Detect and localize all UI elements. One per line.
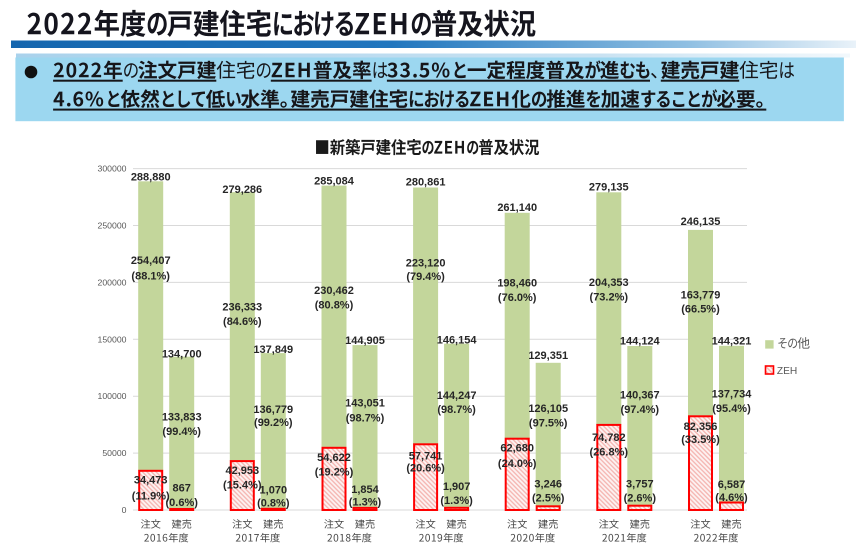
svg-text:(2.6%): (2.6%) bbox=[624, 493, 657, 505]
svg-text:867: 867 bbox=[173, 482, 191, 494]
svg-text:(97.5%): (97.5%) bbox=[529, 417, 568, 429]
svg-text:279,286: 279,286 bbox=[222, 184, 262, 196]
svg-text:150000: 150000 bbox=[98, 334, 127, 344]
svg-text:ZEH: ZEH bbox=[777, 366, 797, 377]
svg-text:(33.5%): (33.5%) bbox=[681, 434, 720, 446]
svg-text:129,351: 129,351 bbox=[528, 350, 568, 362]
svg-text:246,135: 246,135 bbox=[681, 216, 721, 228]
svg-text:1,070: 1,070 bbox=[260, 484, 288, 496]
svg-text:134,700: 134,700 bbox=[162, 349, 202, 361]
svg-text:62,680: 62,680 bbox=[500, 443, 534, 455]
svg-text:(15.4%): (15.4%) bbox=[223, 480, 262, 492]
svg-text:(97.4%): (97.4%) bbox=[621, 404, 660, 416]
svg-text:230,462: 230,462 bbox=[314, 285, 354, 297]
svg-text:163,779: 163,779 bbox=[681, 290, 721, 302]
svg-text:133,833: 133,833 bbox=[162, 412, 202, 424]
svg-text:(2.5%): (2.5%) bbox=[532, 492, 565, 504]
svg-text:126,105: 126,105 bbox=[528, 403, 568, 415]
svg-text:57,741: 57,741 bbox=[409, 450, 443, 462]
svg-text:144,247: 144,247 bbox=[437, 390, 477, 402]
svg-text:(98.7%): (98.7%) bbox=[437, 404, 476, 416]
svg-text:(1.3%): (1.3%) bbox=[440, 495, 473, 507]
svg-text:(98.7%): (98.7%) bbox=[346, 412, 385, 424]
svg-text:143,051: 143,051 bbox=[345, 398, 385, 410]
svg-text:137,734: 137,734 bbox=[712, 388, 753, 400]
svg-text:42,953: 42,953 bbox=[225, 465, 259, 477]
svg-text:(1.3%): (1.3%) bbox=[349, 496, 382, 508]
svg-text:(24.0%): (24.0%) bbox=[498, 458, 537, 470]
svg-text:144,124: 144,124 bbox=[620, 336, 661, 348]
svg-text:(79.4%): (79.4%) bbox=[406, 271, 445, 283]
svg-text:(19.2%): (19.2%) bbox=[315, 467, 354, 479]
svg-text:(0.8%): (0.8%) bbox=[257, 497, 290, 509]
svg-text:280,861: 280,861 bbox=[406, 177, 446, 189]
svg-text:(88.1%): (88.1%) bbox=[131, 271, 170, 283]
svg-text:198,460: 198,460 bbox=[497, 278, 537, 290]
svg-text:(26.8%): (26.8%) bbox=[590, 446, 629, 458]
svg-text:144,321: 144,321 bbox=[712, 335, 752, 347]
svg-text:(20.6%): (20.6%) bbox=[406, 463, 445, 475]
svg-text:254,407: 254,407 bbox=[131, 255, 171, 267]
svg-text:(95.4%): (95.4%) bbox=[712, 403, 751, 415]
svg-text:3,246: 3,246 bbox=[534, 478, 562, 490]
svg-text:204,353: 204,353 bbox=[589, 277, 629, 289]
svg-text:236,333: 236,333 bbox=[222, 301, 262, 313]
svg-text:(99.4%): (99.4%) bbox=[162, 426, 201, 438]
svg-text:74,782: 74,782 bbox=[592, 432, 626, 444]
svg-text:100000: 100000 bbox=[98, 391, 127, 401]
svg-text:261,140: 261,140 bbox=[497, 202, 537, 214]
svg-text:(76.0%): (76.0%) bbox=[498, 292, 537, 304]
svg-text:140,367: 140,367 bbox=[620, 390, 660, 402]
svg-text:223,120: 223,120 bbox=[406, 257, 446, 269]
svg-text:(99.2%): (99.2%) bbox=[254, 417, 293, 429]
svg-text:(4.6%): (4.6%) bbox=[715, 492, 748, 504]
svg-text:3,757: 3,757 bbox=[626, 478, 654, 490]
svg-text:(0.6%): (0.6%) bbox=[165, 497, 198, 509]
svg-text:50000: 50000 bbox=[102, 448, 126, 458]
svg-text:(84.6%): (84.6%) bbox=[223, 316, 262, 328]
svg-text:288,880: 288,880 bbox=[131, 172, 171, 184]
svg-text:34,473: 34,473 bbox=[134, 475, 168, 487]
svg-text:(11.9%): (11.9%) bbox=[132, 490, 170, 502]
svg-text:6,587: 6,587 bbox=[718, 479, 746, 491]
svg-text:54,622: 54,622 bbox=[317, 452, 351, 464]
svg-text:0: 0 bbox=[122, 505, 127, 515]
svg-text:200000: 200000 bbox=[98, 277, 127, 287]
svg-text:(73.2%): (73.2%) bbox=[590, 291, 629, 303]
svg-text:250000: 250000 bbox=[98, 221, 127, 231]
svg-text:1,854: 1,854 bbox=[351, 484, 379, 496]
svg-text:1,907: 1,907 bbox=[443, 481, 471, 493]
svg-text:82,356: 82,356 bbox=[684, 421, 718, 433]
svg-text:285,084: 285,084 bbox=[314, 176, 355, 188]
svg-text:136,779: 136,779 bbox=[253, 404, 293, 416]
svg-text:144,905: 144,905 bbox=[345, 335, 385, 347]
svg-text:279,135: 279,135 bbox=[589, 182, 629, 194]
svg-text:146,154: 146,154 bbox=[437, 335, 478, 347]
svg-text:137,849: 137,849 bbox=[253, 344, 293, 356]
svg-text:(66.5%): (66.5%) bbox=[681, 304, 720, 316]
svg-text:(80.8%): (80.8%) bbox=[315, 299, 354, 311]
svg-text:300000: 300000 bbox=[98, 164, 127, 174]
